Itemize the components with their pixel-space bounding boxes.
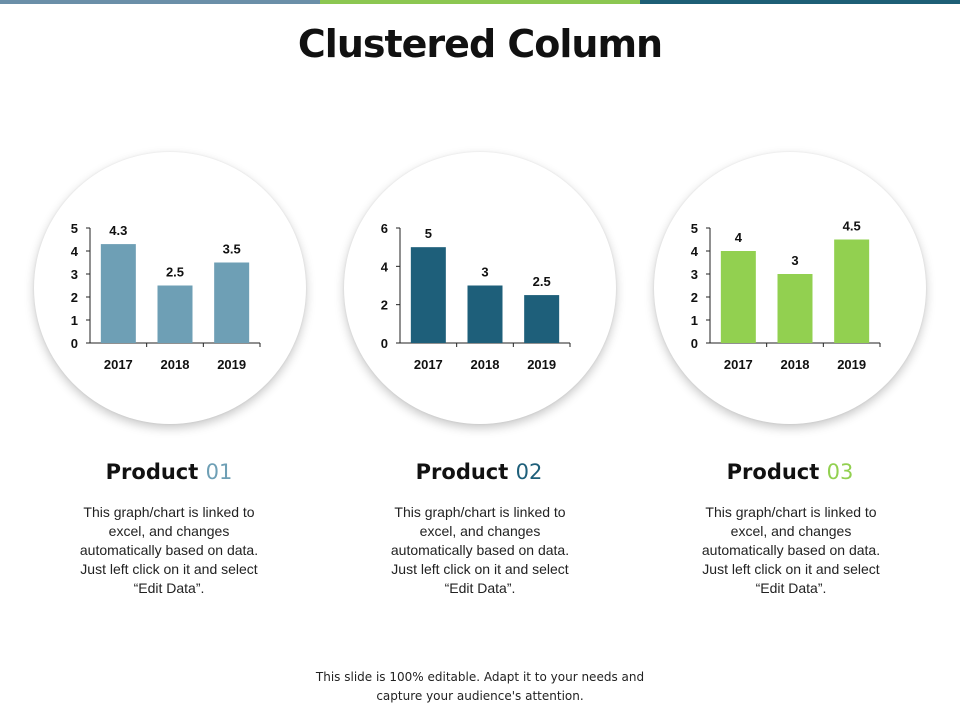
y-tick-label: 4 <box>691 244 699 259</box>
bar-chart-product-1[interactable]: 0 1 2 3 4 5 4.3 2017 2.5 2018 3.5 2019 <box>50 205 300 375</box>
product-3-name: Product <box>726 460 820 484</box>
bar-chart-product-3[interactable]: 0 1 2 3 4 5 4 2017 3 2018 4.5 2019 <box>670 205 920 375</box>
y-tick-label: 2 <box>381 298 388 313</box>
top-accent-bar <box>0 0 960 4</box>
bar-2017 <box>720 251 756 343</box>
bar-2019 <box>214 262 250 343</box>
bar-2018 <box>157 285 193 343</box>
data-label: 5 <box>425 226 432 241</box>
top-bar-segment <box>0 0 320 4</box>
y-tick-label: 5 <box>691 221 698 236</box>
y-tick-label: 4 <box>71 244 79 259</box>
top-bar-segment <box>320 0 640 4</box>
product-3-description: This graph/chart is linked to excel, and… <box>701 504 881 596</box>
footer-note: This slide is 100% editable. Adapt it to… <box>315 670 645 703</box>
bar-2019 <box>834 239 870 343</box>
data-label: 4.3 <box>109 223 127 238</box>
y-tick-label: 4 <box>381 259 389 274</box>
top-bar-segment <box>640 0 960 4</box>
y-tick-label: 1 <box>71 313 78 328</box>
bar-chart-product-2[interactable]: 0 2 4 6 5 2017 3 2018 2.5 2019 <box>360 205 610 375</box>
y-tick-label: 1 <box>691 313 698 328</box>
y-tick-label: 3 <box>691 267 698 282</box>
y-tick-label: 3 <box>71 267 78 282</box>
y-tick-label: 6 <box>381 221 388 236</box>
product-2-name: Product <box>415 460 509 484</box>
x-tick-label: 2017 <box>104 357 133 372</box>
bar-2018 <box>777 274 813 343</box>
x-tick-label: 2017 <box>724 357 753 372</box>
y-tick-label: 0 <box>71 336 78 351</box>
bar-2017 <box>410 247 446 343</box>
product-1-name: Product <box>105 460 199 484</box>
data-label: 2.5 <box>166 265 184 280</box>
bar-2018 <box>467 285 503 343</box>
x-tick-label: 2019 <box>527 357 556 372</box>
y-tick-label: 0 <box>381 336 388 351</box>
y-tick-label: 2 <box>71 290 78 305</box>
product-3-number: 03 <box>826 460 854 484</box>
bar-2019 <box>524 295 560 343</box>
data-label: 3 <box>791 253 798 268</box>
y-tick-label: 2 <box>691 290 698 305</box>
x-tick-label: 2019 <box>837 357 866 372</box>
product-2-description: This graph/chart is linked to excel, and… <box>390 504 570 596</box>
data-label: 3 <box>481 265 488 280</box>
product-2-title: Product 02 <box>359 460 599 484</box>
bar-2017 <box>100 244 136 343</box>
y-tick-label: 5 <box>71 221 78 236</box>
x-tick-label: 2018 <box>471 357 500 372</box>
product-1-title: Product 01 <box>49 460 289 484</box>
product-1-number: 01 <box>205 460 233 484</box>
x-tick-label: 2018 <box>161 357 190 372</box>
x-tick-label: 2019 <box>217 357 246 372</box>
x-tick-label: 2018 <box>781 357 810 372</box>
product-1-description: This graph/chart is linked to excel, and… <box>79 504 259 596</box>
product-2-number: 02 <box>515 460 543 484</box>
data-label: 2.5 <box>533 274 551 289</box>
slide-title: Clustered Column <box>297 22 663 66</box>
data-label: 4 <box>735 230 743 245</box>
x-tick-label: 2017 <box>414 357 443 372</box>
data-label: 3.5 <box>223 242 241 257</box>
y-tick-label: 0 <box>691 336 698 351</box>
data-label: 4.5 <box>843 219 861 234</box>
product-3-title: Product 03 <box>670 460 910 484</box>
